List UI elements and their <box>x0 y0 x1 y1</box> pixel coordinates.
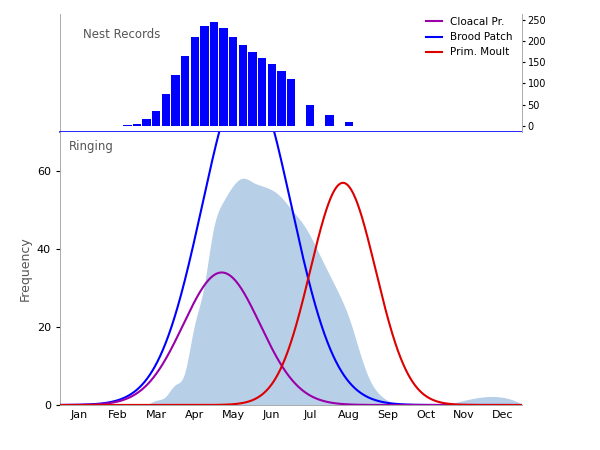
Bar <box>161 94 170 126</box>
Text: Ringing: Ringing <box>69 140 114 153</box>
Bar <box>171 75 180 126</box>
Y-axis label: Frequency: Frequency <box>18 236 31 301</box>
Bar <box>306 104 314 126</box>
Legend: Cloacal Pr., Brood Patch, Prim. Moult: Cloacal Pr., Brood Patch, Prim. Moult <box>422 13 517 62</box>
Bar <box>258 58 266 126</box>
Bar <box>220 28 228 126</box>
Text: Nest Records: Nest Records <box>83 28 160 41</box>
Bar <box>344 122 353 126</box>
Bar <box>191 37 199 126</box>
Bar <box>200 26 209 126</box>
Bar <box>210 22 218 126</box>
Bar <box>239 45 247 126</box>
Bar <box>152 111 160 126</box>
Bar <box>123 125 131 126</box>
Bar <box>287 79 295 126</box>
Bar <box>325 115 334 126</box>
Bar <box>181 56 190 126</box>
Bar <box>268 64 276 126</box>
Bar <box>133 124 141 126</box>
Bar <box>277 71 286 126</box>
Bar <box>248 52 257 126</box>
Bar <box>142 119 151 126</box>
Bar <box>229 37 238 126</box>
